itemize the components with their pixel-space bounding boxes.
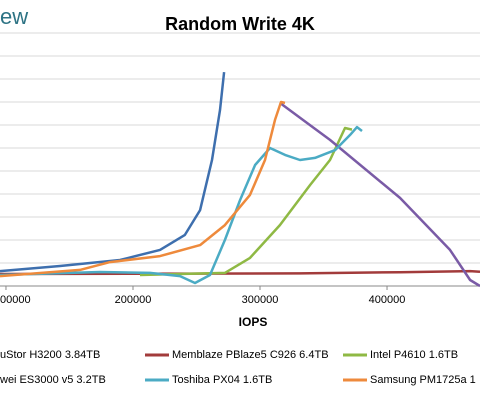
series-line [0,100,286,278]
watermark: ew [0,4,28,29]
series-line [279,101,480,288]
x-tick-label: 400000 [369,294,406,306]
legend-label: Toshiba PX04 1.6TB [172,374,272,386]
legend-label: Samsung PM1725a 1 [370,374,476,386]
series-line [0,71,226,273]
x-tick-label: 200000 [115,294,152,306]
legend-label: Intel P4610 1.6TB [370,349,458,361]
legend-label: uStor H3200 3.84TB [0,349,100,361]
legend-label: wei ES3000 v5 3.2TB [0,374,106,386]
series-line [0,125,363,285]
chart-title: Random Write 4K [165,14,315,34]
x-axis-title: IOPS [239,315,268,329]
legend-label: Memblaze PBlaze5 C926 6.4TB [172,349,329,361]
x-tick-label: 00000 [0,294,31,306]
x-tick-label: 300000 [242,294,279,306]
series-line [139,126,353,277]
